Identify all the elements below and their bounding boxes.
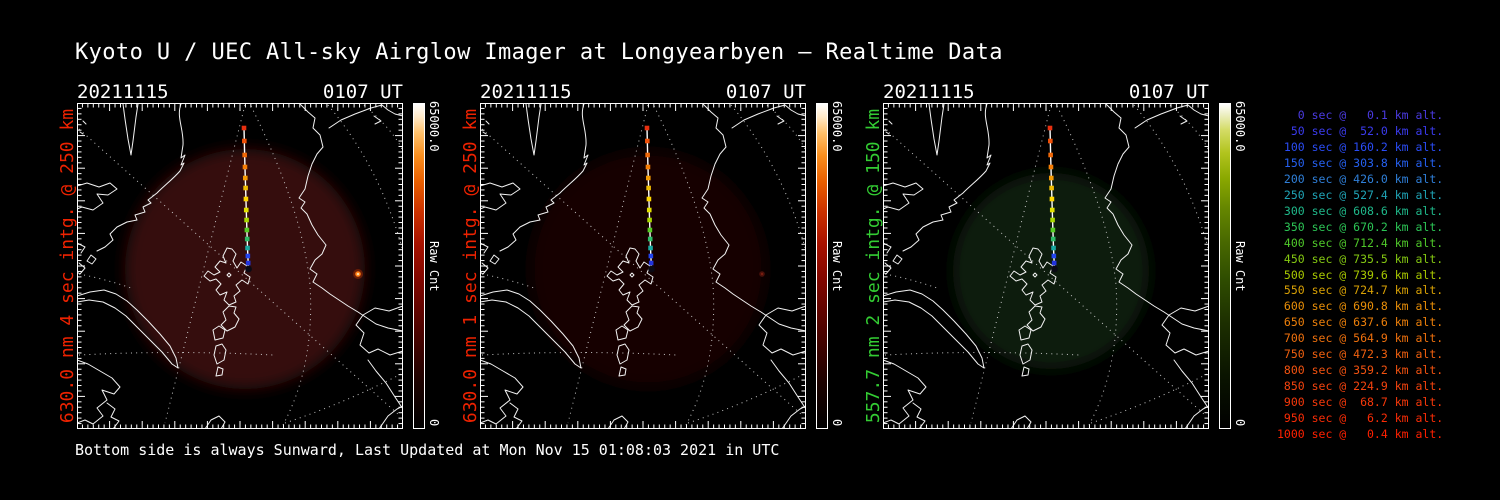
legend-entry: 0 sec @ 0.1 km alt. [1277, 108, 1444, 122]
legend-entry: 450 sec @ 735.5 km alt. [1277, 251, 1444, 266]
colorbar-min-label: 0 [830, 419, 844, 427]
colorbar-max-label: 65000.0 [830, 101, 844, 152]
legend-entry: 200 sec @ 426.0 km alt. [1277, 171, 1444, 186]
filter-label: 557.7 nm 2 sec intg. @ 150 km [863, 108, 884, 424]
panel-630nm-1sec: 20211115 0107 UT 630.0 nm 1 sec intg. @ … [460, 81, 860, 435]
legend-entry: 50 sec @ 52.0 km alt. [1277, 123, 1444, 138]
legend-entry: 950 sec @ 6.2 km alt. [1277, 411, 1444, 426]
ut-label: 0107 UT [725, 81, 806, 103]
date-label: 20211115 [77, 81, 169, 103]
airglow-disk [530, 151, 766, 387]
filter-label: 630.0 nm 4 sec intg. @ 250 km [57, 108, 78, 424]
time-altitude-legend: 0 sec @ 0.1 km alt. 50 sec @ 52.0 km alt… [1277, 108, 1457, 443]
colorbar-max-label: 65000.0 [1233, 101, 1247, 152]
legend-entry: 650 sec @ 637.6 km alt. [1277, 315, 1444, 330]
legend-entry: 1000 sec @ 0.4 km alt. [1277, 427, 1444, 442]
legend-entry: 150 sec @ 303.8 km alt. [1277, 155, 1444, 170]
date-label: 20211115 [883, 81, 975, 103]
allsky-map [77, 103, 403, 429]
legend-entry: 300 sec @ 608.6 km alt. [1277, 203, 1444, 218]
colorbar-max-label: 65000.0 [427, 101, 441, 152]
panel-557nm-2sec: 20211115 0107 UT 557.7 nm 2 sec intg. @ … [863, 81, 1263, 435]
ut-label: 0107 UT [322, 81, 403, 103]
allsky-map [480, 103, 806, 429]
date-label: 20211115 [480, 81, 572, 103]
bright-spot [353, 269, 363, 279]
colorbar-min-label: 0 [427, 419, 441, 427]
legend-entry: 750 sec @ 472.3 km alt. [1277, 347, 1444, 362]
legend-entry: 500 sec @ 739.6 km alt. [1277, 267, 1444, 282]
legend-entry: 550 sec @ 724.7 km alt. [1277, 283, 1444, 298]
status-footer: Bottom side is always Sunward, Last Upda… [75, 441, 780, 459]
colorbar [413, 103, 425, 429]
legend-entry: 100 sec @ 160.2 km alt. [1277, 139, 1444, 154]
legend-entry: 700 sec @ 564.9 km alt. [1277, 331, 1444, 346]
legend-entry: 250 sec @ 527.4 km alt. [1277, 187, 1444, 202]
bright-spot [759, 271, 765, 277]
legend-entry: 900 sec @ 68.7 km alt. [1277, 395, 1444, 410]
legend-entry: 850 sec @ 224.9 km alt. [1277, 379, 1444, 394]
legend-entry: 400 sec @ 712.4 km alt. [1277, 235, 1444, 250]
airglow-disk [125, 149, 365, 389]
panel-630nm-4sec: 20211115 0107 UT 630.0 nm 4 sec intg. @ … [57, 81, 457, 435]
colorbar-unit-label: Raw Cnt [427, 241, 441, 292]
colorbar-unit-label: Raw Cnt [1233, 241, 1247, 292]
filter-label: 630.0 nm 1 sec intg. @ 250 km [460, 108, 481, 424]
allsky-map [883, 103, 1209, 429]
ut-label: 0107 UT [1128, 81, 1209, 103]
colorbar [816, 103, 828, 429]
page-title: Kyoto U / UEC All-sky Airglow Imager at … [75, 40, 1003, 65]
legend-entry: 600 sec @ 690.8 km alt. [1277, 299, 1444, 314]
colorbar [1219, 103, 1231, 429]
colorbar-min-label: 0 [1233, 419, 1247, 427]
legend-entry: 800 sec @ 359.2 km alt. [1277, 363, 1444, 378]
legend-entry: 350 sec @ 670.2 km alt. [1277, 219, 1444, 234]
colorbar-unit-label: Raw Cnt [830, 241, 844, 292]
